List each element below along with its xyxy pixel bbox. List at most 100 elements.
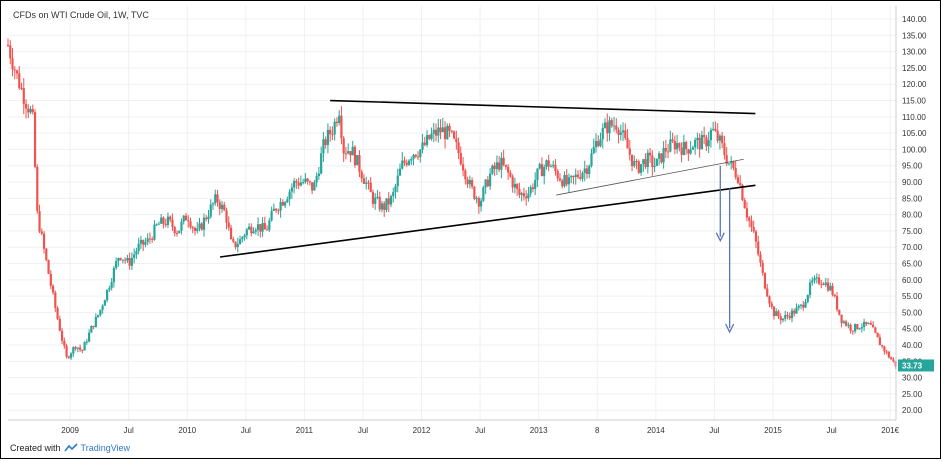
candle (703, 126, 706, 145)
candle (47, 259, 50, 275)
candle (547, 154, 550, 172)
candle (396, 168, 399, 193)
candle (484, 178, 487, 195)
lower-support-line[interactable] (219, 184, 756, 258)
candle (234, 241, 237, 250)
candle (166, 212, 170, 228)
candle (691, 145, 694, 150)
candle (448, 123, 451, 138)
candle (218, 199, 221, 216)
candle (583, 160, 586, 182)
candle (112, 266, 115, 288)
candle (15, 69, 19, 79)
candle (655, 158, 658, 167)
candle (561, 178, 564, 189)
candle (781, 318, 785, 323)
candle (72, 346, 75, 357)
candle (714, 121, 717, 132)
candle (698, 133, 701, 158)
inner-support-line[interactable] (556, 158, 744, 196)
candle (27, 104, 30, 119)
candle (182, 215, 185, 225)
candle (817, 273, 821, 286)
tradingview-brand[interactable]: TradingView (80, 443, 131, 453)
candle (736, 174, 740, 185)
x-tick-label: Jul (124, 426, 134, 435)
candles (6, 38, 897, 369)
candle (890, 356, 893, 360)
candle (315, 172, 318, 188)
candle (403, 156, 406, 166)
y-tick-label: 95.00 (902, 162, 923, 171)
x-tick-label: Jul (358, 426, 368, 435)
candle (376, 190, 379, 200)
candle (556, 168, 559, 182)
candle (599, 132, 602, 148)
candle (216, 190, 219, 207)
current-price-badge: 33.73 (898, 359, 934, 372)
candle (223, 201, 226, 212)
upper-resistance-line[interactable] (330, 99, 756, 115)
candle (146, 233, 149, 246)
candle (369, 177, 372, 193)
candle (518, 182, 521, 199)
candle (214, 189, 217, 206)
candle (92, 325, 95, 330)
candle (869, 320, 872, 326)
candle (317, 166, 320, 180)
candle (338, 110, 341, 126)
candle (380, 200, 384, 213)
candle (443, 121, 447, 149)
candle (766, 283, 769, 298)
candle (101, 304, 104, 314)
candle (763, 272, 767, 290)
x-tick-label: Jul (241, 426, 251, 435)
candle (441, 117, 444, 133)
candle (97, 314, 100, 319)
candle (835, 292, 839, 312)
y-tick-label: 90.00 (902, 178, 923, 187)
candle (252, 227, 255, 234)
y-tick-label: 75.00 (902, 227, 923, 236)
candle (509, 170, 512, 178)
candle (135, 247, 138, 259)
candle (865, 321, 868, 327)
candle (705, 134, 708, 152)
candle (76, 347, 79, 353)
candle (475, 195, 478, 204)
candle (189, 217, 192, 230)
candle (567, 173, 571, 193)
candle (423, 136, 426, 147)
candle (585, 164, 589, 179)
target-arrow-1[interactable] (715, 165, 725, 243)
tradingview-logo-icon (63, 443, 78, 452)
candle (51, 284, 55, 295)
candle (94, 313, 97, 328)
candle (432, 122, 435, 143)
candle (162, 216, 165, 229)
candle (193, 226, 197, 236)
candle (148, 232, 152, 244)
y-tick-label: 125.00 (902, 64, 927, 73)
candle (520, 191, 523, 202)
target-arrow-2[interactable] (725, 188, 735, 334)
candle (153, 220, 156, 241)
candle (572, 175, 575, 185)
candle (777, 309, 780, 319)
candle (459, 146, 462, 166)
candle (293, 178, 296, 194)
candle (304, 173, 307, 184)
candle (660, 153, 663, 164)
candle (211, 202, 215, 210)
candle (69, 352, 73, 361)
candle (709, 127, 713, 148)
candle (288, 189, 291, 206)
candle (407, 159, 411, 167)
candle (772, 305, 776, 320)
candle (313, 180, 316, 191)
candle (277, 208, 280, 215)
candle (624, 123, 627, 141)
candle (302, 178, 305, 185)
candle (385, 198, 388, 213)
